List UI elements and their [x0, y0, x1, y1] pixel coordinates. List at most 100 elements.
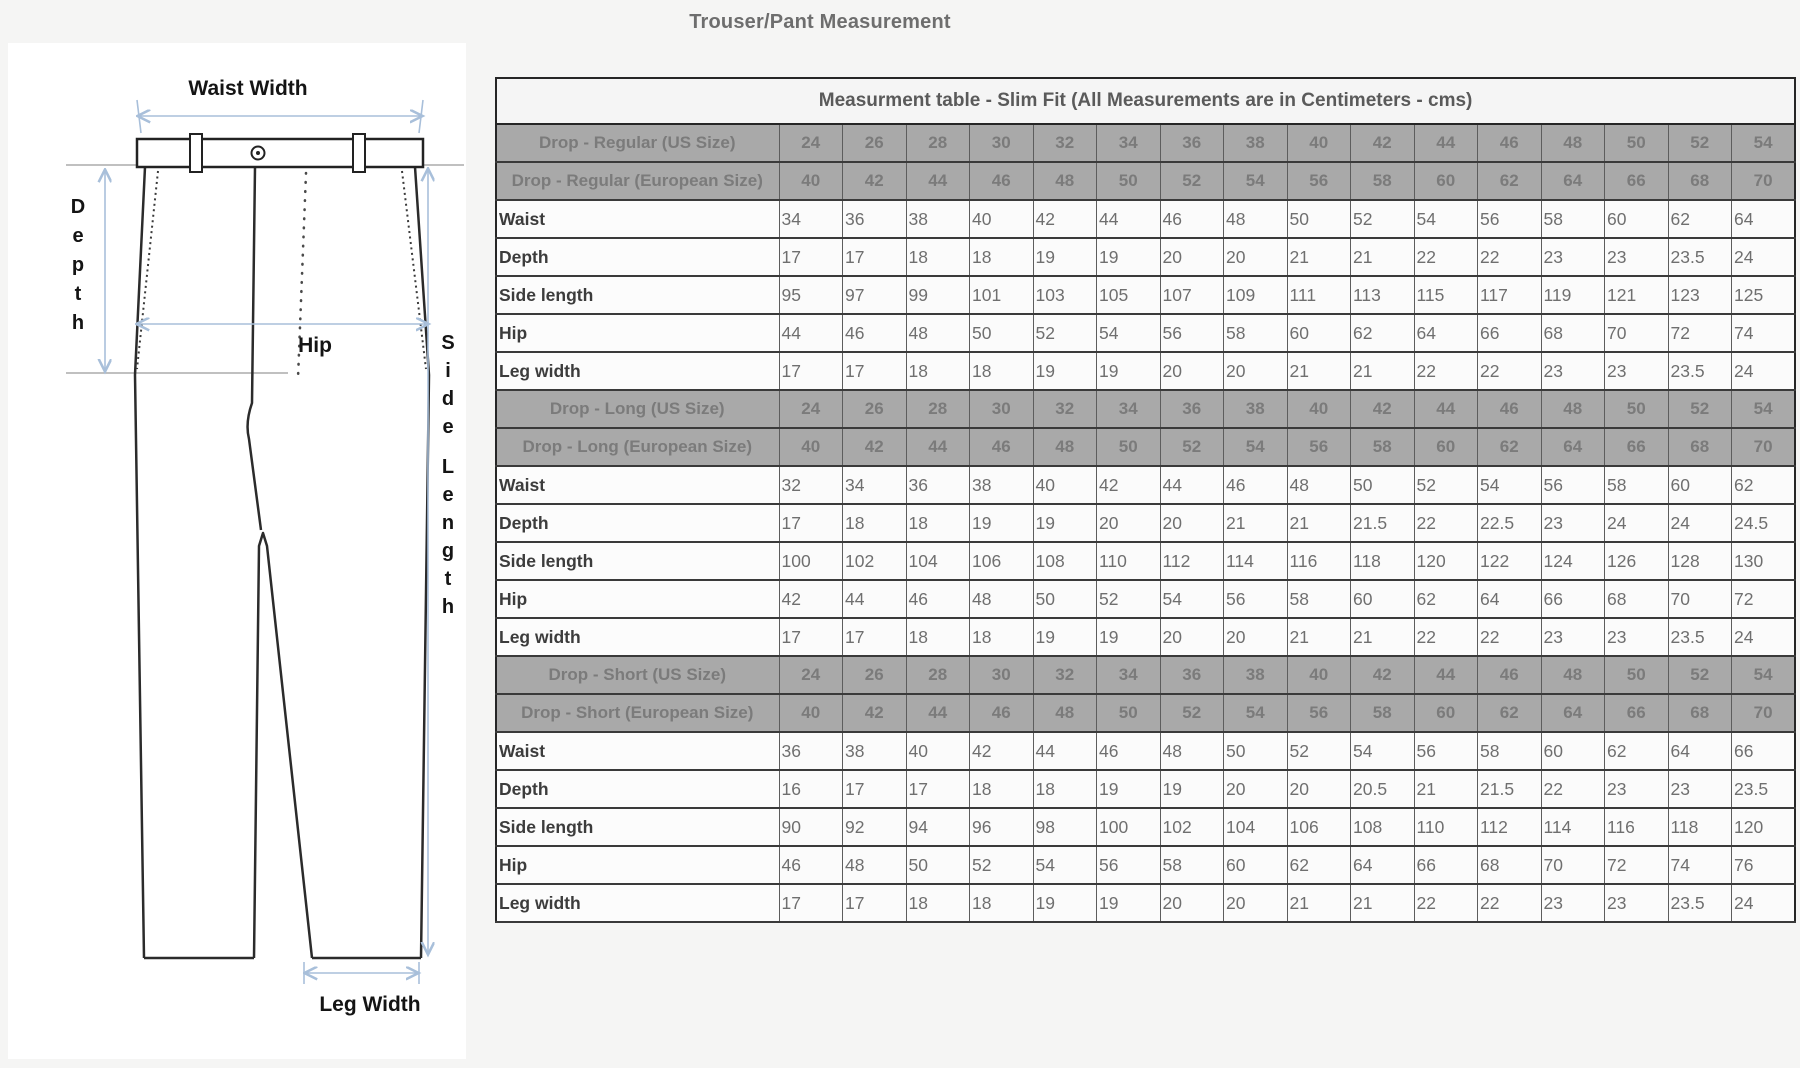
measurement-value-cell: 20 [1159, 617, 1224, 657]
measurement-value-cell: 44 [778, 313, 843, 353]
measurement-value-cell: 18 [969, 769, 1034, 809]
us-size-cell: 52 [1667, 123, 1732, 163]
us-size-cell: 30 [969, 655, 1034, 695]
measurement-row-label: Side length [495, 541, 780, 581]
eu-size-cell: 70 [1731, 427, 1796, 467]
measurement-value-cell: 23 [1604, 883, 1669, 923]
waist-width-label: Waist Width [188, 77, 307, 100]
measurement-value-cell: 108 [1032, 541, 1097, 581]
us-size-cell: 48 [1540, 389, 1605, 429]
trouser-outline [133, 166, 431, 960]
measurement-value-cell: 72 [1667, 313, 1732, 353]
measurement-value-cell: 21 [1350, 883, 1415, 923]
measurement-value-cell: 22 [1413, 503, 1478, 543]
measurement-value-cell: 74 [1667, 845, 1732, 885]
measurement-value-cell: 22.5 [1477, 503, 1542, 543]
measurement-value-cell: 50 [969, 313, 1034, 353]
us-size-cell: 42 [1350, 389, 1415, 429]
measurement-value-cell: 19 [1096, 351, 1161, 391]
measurement-value-cell: 22 [1413, 237, 1478, 277]
measurement-value-cell: 68 [1477, 845, 1542, 885]
measurement-value-cell: 22 [1477, 351, 1542, 391]
eu-size-cell: 62 [1477, 427, 1542, 467]
measurement-value-cell: 40 [969, 199, 1034, 239]
measurement-value-cell: 68 [1604, 579, 1669, 619]
measurement-value-cell: 32 [778, 465, 843, 505]
us-size-cell: 34 [1096, 655, 1161, 695]
measurement-value-cell: 17 [778, 351, 843, 391]
eu-size-cell: 68 [1667, 427, 1732, 467]
eu-size-cell: 50 [1096, 427, 1161, 467]
measurement-table-panel: Measurment table - Slim Fit (All Measure… [494, 77, 1797, 923]
eu-size-cell: 52 [1159, 161, 1224, 201]
eu-size-cell: 46 [969, 693, 1034, 733]
eu-size-cell: 54 [1223, 427, 1288, 467]
measurement-value-cell: 56 [1540, 465, 1605, 505]
measurement-value-cell: 17 [905, 769, 970, 809]
measurement-value-cell: 18 [969, 617, 1034, 657]
measurement-value-cell: 24.5 [1731, 503, 1796, 543]
measurement-value-cell: 20 [1223, 769, 1288, 809]
measurement-value-cell: 102 [842, 541, 907, 581]
measurement-value-cell: 52 [969, 845, 1034, 885]
measurement-value-cell: 21 [1350, 617, 1415, 657]
measurement-value-cell: 42 [969, 731, 1034, 771]
us-size-cell: 36 [1159, 389, 1224, 429]
measurement-value-cell: 21 [1223, 503, 1288, 543]
us-size-cell: 52 [1667, 389, 1732, 429]
eu-size-cell: 48 [1032, 427, 1097, 467]
measurement-row-label: Depth [495, 503, 780, 543]
measurement-value-cell: 48 [1223, 199, 1288, 239]
measurement-value-cell: 58 [1286, 579, 1351, 619]
measurement-value-cell: 48 [1286, 465, 1351, 505]
measurement-value-cell: 76 [1731, 845, 1796, 885]
us-size-cell: 36 [1159, 655, 1224, 695]
measurement-value-cell: 60 [1223, 845, 1288, 885]
page-title: Trouser/Pant Measurement [689, 11, 951, 33]
eu-size-cell: 60 [1413, 427, 1478, 467]
measurement-value-cell: 17 [842, 769, 907, 809]
us-size-cell: 34 [1096, 389, 1161, 429]
measurement-value-cell: 115 [1413, 275, 1478, 315]
measurement-value-cell: 56 [1477, 199, 1542, 239]
hip-label: Hip [298, 334, 332, 357]
measurement-value-cell: 94 [905, 807, 970, 847]
measurement-value-cell: 123 [1667, 275, 1732, 315]
measurement-value-cell: 17 [778, 883, 843, 923]
measurement-value-cell: 22 [1413, 883, 1478, 923]
drop-us-size-header: Drop - Short (US Size) [495, 655, 780, 695]
measurement-value-cell: 62 [1604, 731, 1669, 771]
eu-size-cell: 56 [1286, 427, 1351, 467]
measurement-value-cell: 21 [1286, 237, 1351, 277]
measurement-value-cell: 20 [1286, 769, 1351, 809]
measurement-value-cell: 56 [1096, 845, 1161, 885]
measurement-value-cell: 24 [1667, 503, 1732, 543]
measurement-value-cell: 18 [905, 351, 970, 391]
eu-size-cell: 58 [1350, 427, 1415, 467]
us-size-cell: 46 [1477, 389, 1542, 429]
us-size-cell: 38 [1223, 389, 1288, 429]
table-title: Measurment table - Slim Fit (All Measure… [494, 77, 1797, 125]
measurement-value-cell: 19 [1096, 237, 1161, 277]
us-size-cell: 38 [1223, 655, 1288, 695]
eu-size-cell: 56 [1286, 161, 1351, 201]
measurement-value-cell: 107 [1159, 275, 1224, 315]
measurement-value-cell: 23.5 [1667, 617, 1732, 657]
measurement-value-cell: 106 [969, 541, 1034, 581]
measurement-value-cell: 20 [1159, 237, 1224, 277]
measurement-row-label: Hip [495, 313, 780, 353]
eu-size-cell: 54 [1223, 693, 1288, 733]
eu-size-cell: 60 [1413, 693, 1478, 733]
measurement-value-cell: 23 [1604, 617, 1669, 657]
measurement-value-cell: 21 [1286, 883, 1351, 923]
eu-size-cell: 62 [1477, 693, 1542, 733]
us-size-cell: 54 [1731, 655, 1796, 695]
eu-size-cell: 52 [1159, 693, 1224, 733]
measurement-value-cell: 52 [1286, 731, 1351, 771]
measurement-value-cell: 23.5 [1667, 237, 1732, 277]
us-size-cell: 26 [842, 123, 907, 163]
measurement-value-cell: 119 [1540, 275, 1605, 315]
measurement-value-cell: 19 [1032, 503, 1097, 543]
measurement-value-cell: 21.5 [1477, 769, 1542, 809]
